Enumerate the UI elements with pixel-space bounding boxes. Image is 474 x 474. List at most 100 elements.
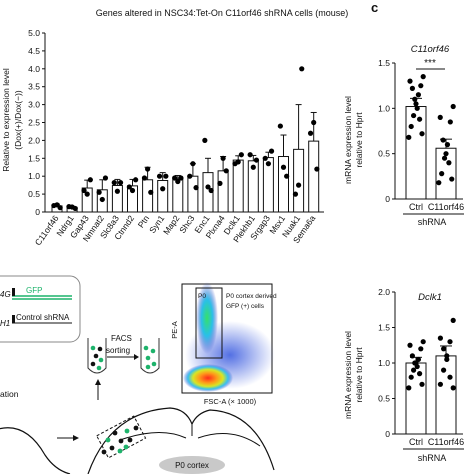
- top-chart-title: Genes altered in NSC34:Tet-On C11orf46 s…: [96, 8, 348, 18]
- data-point: [444, 142, 451, 148]
- significance-stars: ***: [424, 58, 436, 69]
- cortex-label: P0 cortex: [175, 461, 209, 470]
- bar: [293, 148, 305, 213]
- cortex-label-bg: [159, 456, 225, 474]
- data-point: [417, 371, 423, 377]
- ytick-label: 0.5: [378, 149, 390, 159]
- data-point: [437, 381, 443, 387]
- ytick-label: 2.0: [378, 287, 390, 297]
- tube-unsorted: [87, 338, 107, 374]
- ytick-label: 4.5: [28, 46, 40, 56]
- data-point: [409, 85, 415, 91]
- data-point: [311, 119, 317, 126]
- facs-arrow-head: [134, 354, 139, 360]
- ytick-label: 1.5: [28, 153, 40, 163]
- bar: [405, 106, 427, 200]
- panel-d: Dclk1 mRNA expression level relative to …: [343, 287, 464, 463]
- ytick-label: 3.5: [28, 82, 40, 92]
- data-point: [175, 178, 181, 185]
- data-point: [415, 92, 421, 98]
- data-point: [102, 175, 109, 181]
- panel-c-ylabel-line1: mRNA expression level: [343, 96, 353, 184]
- data-point: [284, 173, 290, 179]
- data-point: [114, 188, 120, 194]
- data-point: [414, 363, 420, 370]
- ytick-label: 2.0: [28, 135, 40, 145]
- panel-d-xtick-ctrl: Ctrl: [409, 437, 423, 447]
- ytick-label: 1.0: [378, 103, 390, 113]
- facs-xaxis: FSC-A (× 1000): [204, 397, 257, 406]
- facs-gate-label-2: GFP (+) cells: [226, 303, 265, 310]
- ytick-label: 5.0: [28, 28, 40, 38]
- data-point: [292, 191, 299, 197]
- data-point: [117, 180, 124, 186]
- data-point: [443, 151, 449, 157]
- data-point: [172, 175, 178, 181]
- data-point: [406, 385, 412, 391]
- data-point: [412, 96, 418, 102]
- data-point: [126, 184, 132, 190]
- data-point: [407, 78, 413, 84]
- data-point: [87, 177, 93, 183]
- bar: [142, 179, 154, 213]
- facs-gate: [195, 287, 223, 359]
- data-point: [156, 173, 163, 179]
- gfp-label: GFP: [26, 286, 42, 295]
- data-point: [163, 173, 169, 179]
- top-chart-ylabel-line1: Relative to expression level: [1, 68, 11, 172]
- data-point: [160, 186, 166, 192]
- data-point: [187, 173, 193, 179]
- data-point: [299, 66, 305, 72]
- panel-c-yticks: 0 0.5 1.0 1.5: [378, 58, 395, 204]
- data-point: [414, 105, 420, 111]
- data-point: [145, 166, 151, 172]
- data-point: [217, 180, 223, 186]
- data-point: [66, 204, 72, 210]
- data-point: [408, 374, 414, 380]
- up-arrow-head: [95, 379, 101, 385]
- arrow-to-brain-head: [73, 435, 79, 441]
- ytick-label: 0: [35, 207, 40, 217]
- panel-d-ylabel-line2: relative to Hprt: [354, 347, 364, 403]
- brain-inner-2: [197, 433, 261, 447]
- data-point: [178, 175, 184, 181]
- data-point: [450, 317, 456, 323]
- brain-section: P0 cortex: [0, 407, 275, 474]
- data-point: [446, 160, 452, 166]
- data-point: [96, 189, 102, 195]
- bar: [405, 362, 427, 435]
- ctrl-shrna-label: Control shRNA: [16, 313, 70, 322]
- ytick-label: 1.0: [28, 171, 40, 181]
- ytick-label: 1.5: [378, 323, 390, 333]
- panel-c-bars: [405, 74, 457, 200]
- data-point: [420, 339, 426, 345]
- facs-gate-label-1: P0 cortex derived: [226, 293, 277, 300]
- data-point: [232, 161, 238, 167]
- data-point: [141, 175, 148, 181]
- brain-inner-1: [119, 431, 187, 441]
- facs-gfp-cluster: [196, 282, 218, 354]
- data-point: [99, 196, 105, 203]
- data-point: [437, 114, 443, 120]
- bar: [187, 175, 199, 213]
- panel-d-xtick-kd: C11orf46: [428, 437, 464, 447]
- data-point: [417, 116, 423, 122]
- data-point: [441, 367, 447, 373]
- data-point: [418, 83, 424, 89]
- data-point: [268, 148, 275, 154]
- data-point: [265, 161, 271, 167]
- ytick-label: 1.0: [378, 358, 390, 368]
- top-chart-yticks: 0 0.5 1.0 1.5 2.0 2.5 3.0 3.5 4.0 4.5 5.0: [28, 28, 45, 217]
- data-point: [418, 346, 424, 352]
- data-point: [411, 112, 417, 119]
- data-point: [314, 166, 320, 172]
- panel-d-group-label: shRNA: [418, 453, 447, 463]
- data-point: [193, 185, 199, 191]
- ytick-label: 0.5: [28, 189, 40, 199]
- panel-c-label: c: [371, 0, 378, 15]
- data-point: [441, 155, 448, 161]
- ytick-label: 1.5: [378, 58, 390, 68]
- panel-c: c C11orf46 mRNA expression level relativ…: [343, 0, 464, 227]
- ytick-label: 2.5: [28, 118, 40, 128]
